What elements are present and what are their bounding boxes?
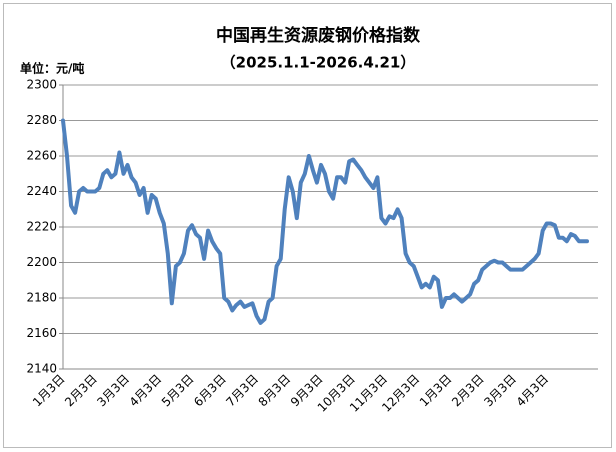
y-tick-label: 2200 <box>26 255 57 269</box>
y-tick-label: 2260 <box>26 149 57 163</box>
y-tick-label: 2180 <box>26 291 57 305</box>
y-tick-label: 2280 <box>26 113 57 127</box>
chart-subtitle: （2025.1.1-2026.4.21） <box>221 54 416 72</box>
y-tick-label: 2160 <box>26 326 57 340</box>
chart-title: 中国再生资源废钢价格指数 <box>216 25 421 46</box>
y-tick-label: 2240 <box>26 184 57 198</box>
y-tick-label: 2140 <box>26 362 57 376</box>
y-tick-label: 2300 <box>26 78 57 92</box>
unit-label: 单位：元/吨 <box>20 61 84 76</box>
price-line <box>61 118 589 325</box>
chart-border <box>3 3 612 448</box>
y-tick-label: 2220 <box>26 220 57 234</box>
